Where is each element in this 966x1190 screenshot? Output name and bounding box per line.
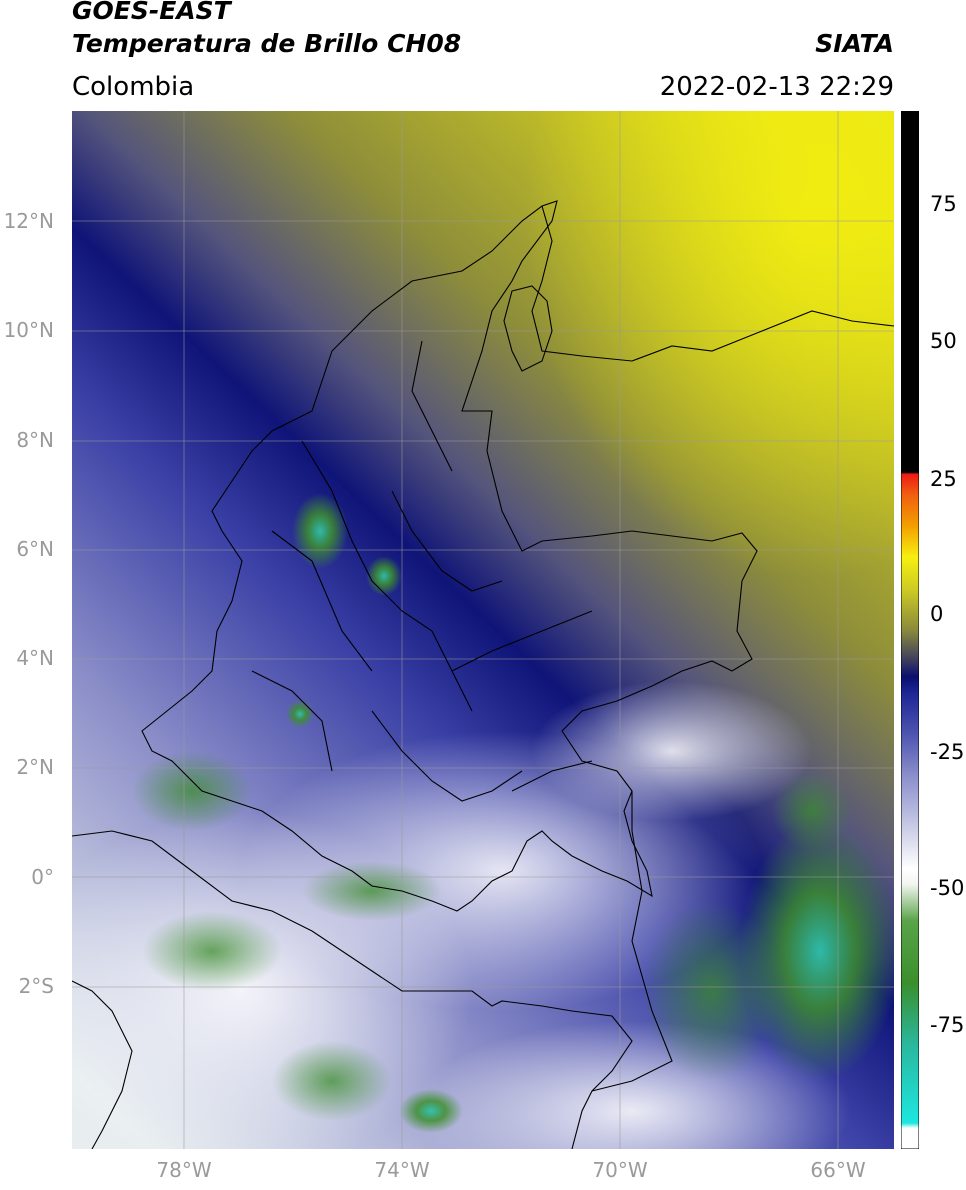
lat-label-12n: 12°N — [3, 209, 54, 233]
lat-label-6n: 6°N — [16, 537, 54, 561]
lon-label-66w: 66°W — [810, 1158, 866, 1182]
convective-cell — [302, 861, 442, 921]
colorbar-fill — [901, 111, 919, 1149]
region-label: Colombia — [72, 72, 195, 102]
lat-label-2s: 2°S — [18, 974, 54, 998]
lon-label-78w: 78°W — [156, 1158, 212, 1182]
department-lines — [251, 340, 593, 802]
convective-cell — [132, 751, 252, 831]
product-title: Temperatura de Brillo CH08 — [72, 29, 462, 58]
convective-cell — [286, 700, 314, 728]
convective-cell — [142, 911, 282, 991]
brazil-border — [591, 791, 673, 1092]
convective-cell — [366, 556, 402, 596]
convective-cell — [399, 1089, 463, 1133]
lat-label-8n: 8°N — [16, 428, 54, 452]
convective-cell — [772, 771, 852, 851]
map-white-cloud — [532, 681, 812, 821]
convective-cell — [642, 901, 782, 1081]
lat-label-10n: 10°N — [3, 318, 54, 342]
convective-cell — [292, 493, 348, 569]
lat-label-4n: 4°N — [16, 646, 54, 670]
colorbar-tick-25: 25 — [930, 467, 957, 491]
colorbar-tick-50: 50 — [930, 329, 957, 353]
colorbar-tick-75: 75 — [930, 192, 957, 216]
colorbar-tick-minus-25: -25 — [930, 740, 965, 764]
lat-label-0: 0° — [31, 865, 54, 889]
colorbar-tick-minus-75: -75 — [930, 1013, 965, 1037]
colorbar — [901, 111, 919, 1149]
timestamp-label: 2022-02-13 22:29 — [659, 72, 894, 102]
lat-label-2n: 2°N — [16, 755, 54, 779]
satellite-title: GOES-EAST — [72, 0, 231, 25]
brightness-temperature-map — [72, 111, 894, 1149]
convective-cell — [272, 1041, 392, 1121]
venezuela-border — [531, 205, 894, 362]
coastline-pacific — [72, 980, 133, 1149]
agency-label: SIATA — [815, 29, 894, 58]
maracaibo-lake — [503, 285, 553, 372]
lon-label-74w: 74°W — [374, 1158, 430, 1182]
colorbar-tick-minus-50: -50 — [930, 876, 965, 900]
map-gridlines — [72, 111, 894, 1149]
lon-label-70w: 70°W — [592, 1158, 648, 1182]
colorbar-tick-0: 0 — [930, 602, 944, 626]
boundary-lines — [72, 200, 894, 1149]
ecuador-peru-border — [72, 830, 633, 1149]
